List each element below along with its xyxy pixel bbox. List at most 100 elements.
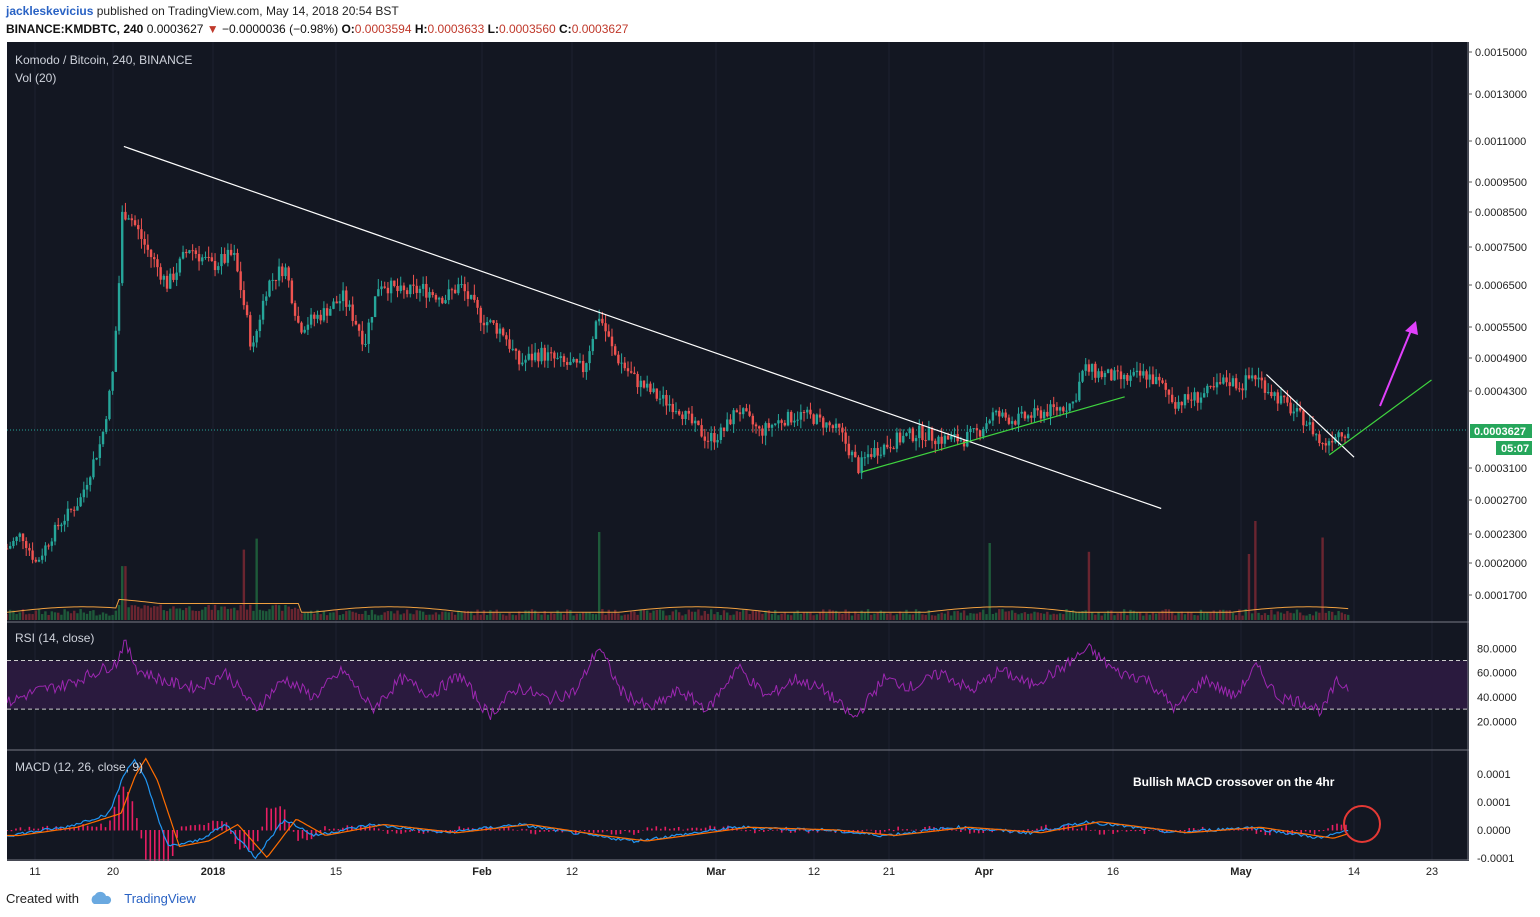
candle-body [1254, 375, 1257, 380]
macd-histogram-bar [763, 830, 765, 832]
volume-bar [338, 615, 342, 620]
volume-bar [1289, 612, 1292, 620]
volume-bar [517, 611, 521, 620]
volume-bar [889, 613, 892, 620]
volume-bar [1065, 609, 1068, 620]
trendline-white [123, 145, 1162, 510]
candle-body [1276, 392, 1279, 404]
candle-body [1340, 432, 1343, 437]
volume-bar [364, 610, 367, 620]
candle-body [530, 353, 534, 361]
macd-histogram-bar [1179, 830, 1182, 832]
macd-histogram-bar [225, 822, 228, 831]
macd-histogram-bar [686, 828, 689, 831]
volume-bar [870, 614, 873, 620]
macd-histogram-bar [1103, 830, 1105, 835]
macd-histogram-bar [189, 825, 192, 831]
candle-body [1222, 377, 1225, 384]
volume-bar [1231, 612, 1235, 620]
volume-bar [297, 608, 300, 620]
candle-body [735, 410, 739, 413]
price-pane[interactable] [7, 42, 1468, 620]
volume-bar [774, 610, 777, 620]
candle-body [114, 330, 118, 372]
candle-body [946, 435, 950, 440]
volume-bar [1263, 613, 1267, 620]
macd-histogram-bar [413, 830, 416, 831]
price-tag [1470, 424, 1532, 438]
candle-body [982, 429, 985, 437]
volume-bar [956, 611, 959, 620]
macd-histogram-bar [677, 826, 680, 831]
volume-bar [799, 613, 803, 620]
candle-body [671, 403, 674, 413]
macd-histogram-bar [615, 830, 617, 835]
candle-body [127, 218, 130, 220]
candle-body [591, 338, 594, 352]
candle-body [860, 457, 863, 474]
volume-bar [220, 606, 223, 620]
candle-body [533, 352, 537, 361]
price-axis-label: 0.0011000 [1475, 136, 1526, 148]
macd-histogram-bar [1121, 830, 1123, 831]
candle-body [1327, 441, 1331, 446]
candle-body [623, 362, 626, 369]
candle-body [729, 419, 732, 425]
candle-body [1058, 407, 1062, 411]
volume-bar [703, 611, 707, 620]
rsi-pane-title: RSI (14, close) [15, 631, 94, 645]
candle-body [12, 540, 15, 547]
volume-bar [1305, 615, 1308, 620]
volume-bar [1052, 613, 1055, 620]
macd-histogram-bar [158, 830, 161, 880]
candle-body [402, 285, 406, 291]
volume-bar [812, 615, 815, 620]
candle-body [412, 284, 415, 286]
candle-body [66, 508, 70, 521]
volume-bar [1212, 610, 1215, 620]
time-axis-label: 21 [883, 866, 895, 878]
volume-bar [1222, 609, 1225, 620]
candle-body [1279, 395, 1283, 404]
volume-bar [1199, 609, 1203, 620]
volume-bar [553, 613, 556, 620]
chart-canvas[interactable]: 0.0015000 0.0013000 0.0011000 0.0009500 0.00… [0, 42, 1540, 880]
volume-bar [565, 609, 569, 620]
volume-bar [239, 605, 242, 620]
volume-bar [636, 614, 639, 620]
high-label: H: [414, 22, 428, 36]
macd-histogram-bar [306, 830, 308, 841]
volume-bar [591, 613, 594, 620]
macd-histogram-bar [673, 828, 676, 831]
candle-body [527, 353, 530, 360]
candle-body [655, 388, 658, 399]
candle-body [98, 444, 102, 458]
volume-bar [114, 610, 118, 620]
macd-histogram-bar [1304, 830, 1307, 832]
candle-body [774, 423, 777, 425]
volume-bar [274, 604, 278, 620]
candle-body [629, 371, 633, 373]
trendline-white [1265, 374, 1355, 458]
macd-histogram-bar [660, 828, 662, 831]
macd-histogram-bar [1080, 827, 1083, 831]
volume-bar [185, 607, 188, 620]
candle-body [994, 410, 998, 413]
volume-bar [76, 613, 79, 620]
macd-histogram-bar [539, 830, 541, 833]
volume-bar [485, 614, 489, 620]
author-link[interactable]: jackleskevicius [6, 4, 94, 18]
candle-body [642, 380, 646, 388]
volume-bar [607, 609, 610, 620]
volume-bar [21, 609, 25, 620]
macd-histogram-bar [1094, 829, 1096, 831]
candle-body [1298, 408, 1302, 411]
candle-body [585, 363, 588, 373]
volume-bar [357, 614, 361, 620]
tradingview-brand-link[interactable]: TradingView [124, 891, 196, 906]
macd-histogram-bar [592, 830, 595, 833]
candle-body [434, 295, 438, 300]
candle-body [694, 420, 697, 424]
volume-bar [236, 610, 239, 620]
volume-bar [348, 610, 351, 620]
